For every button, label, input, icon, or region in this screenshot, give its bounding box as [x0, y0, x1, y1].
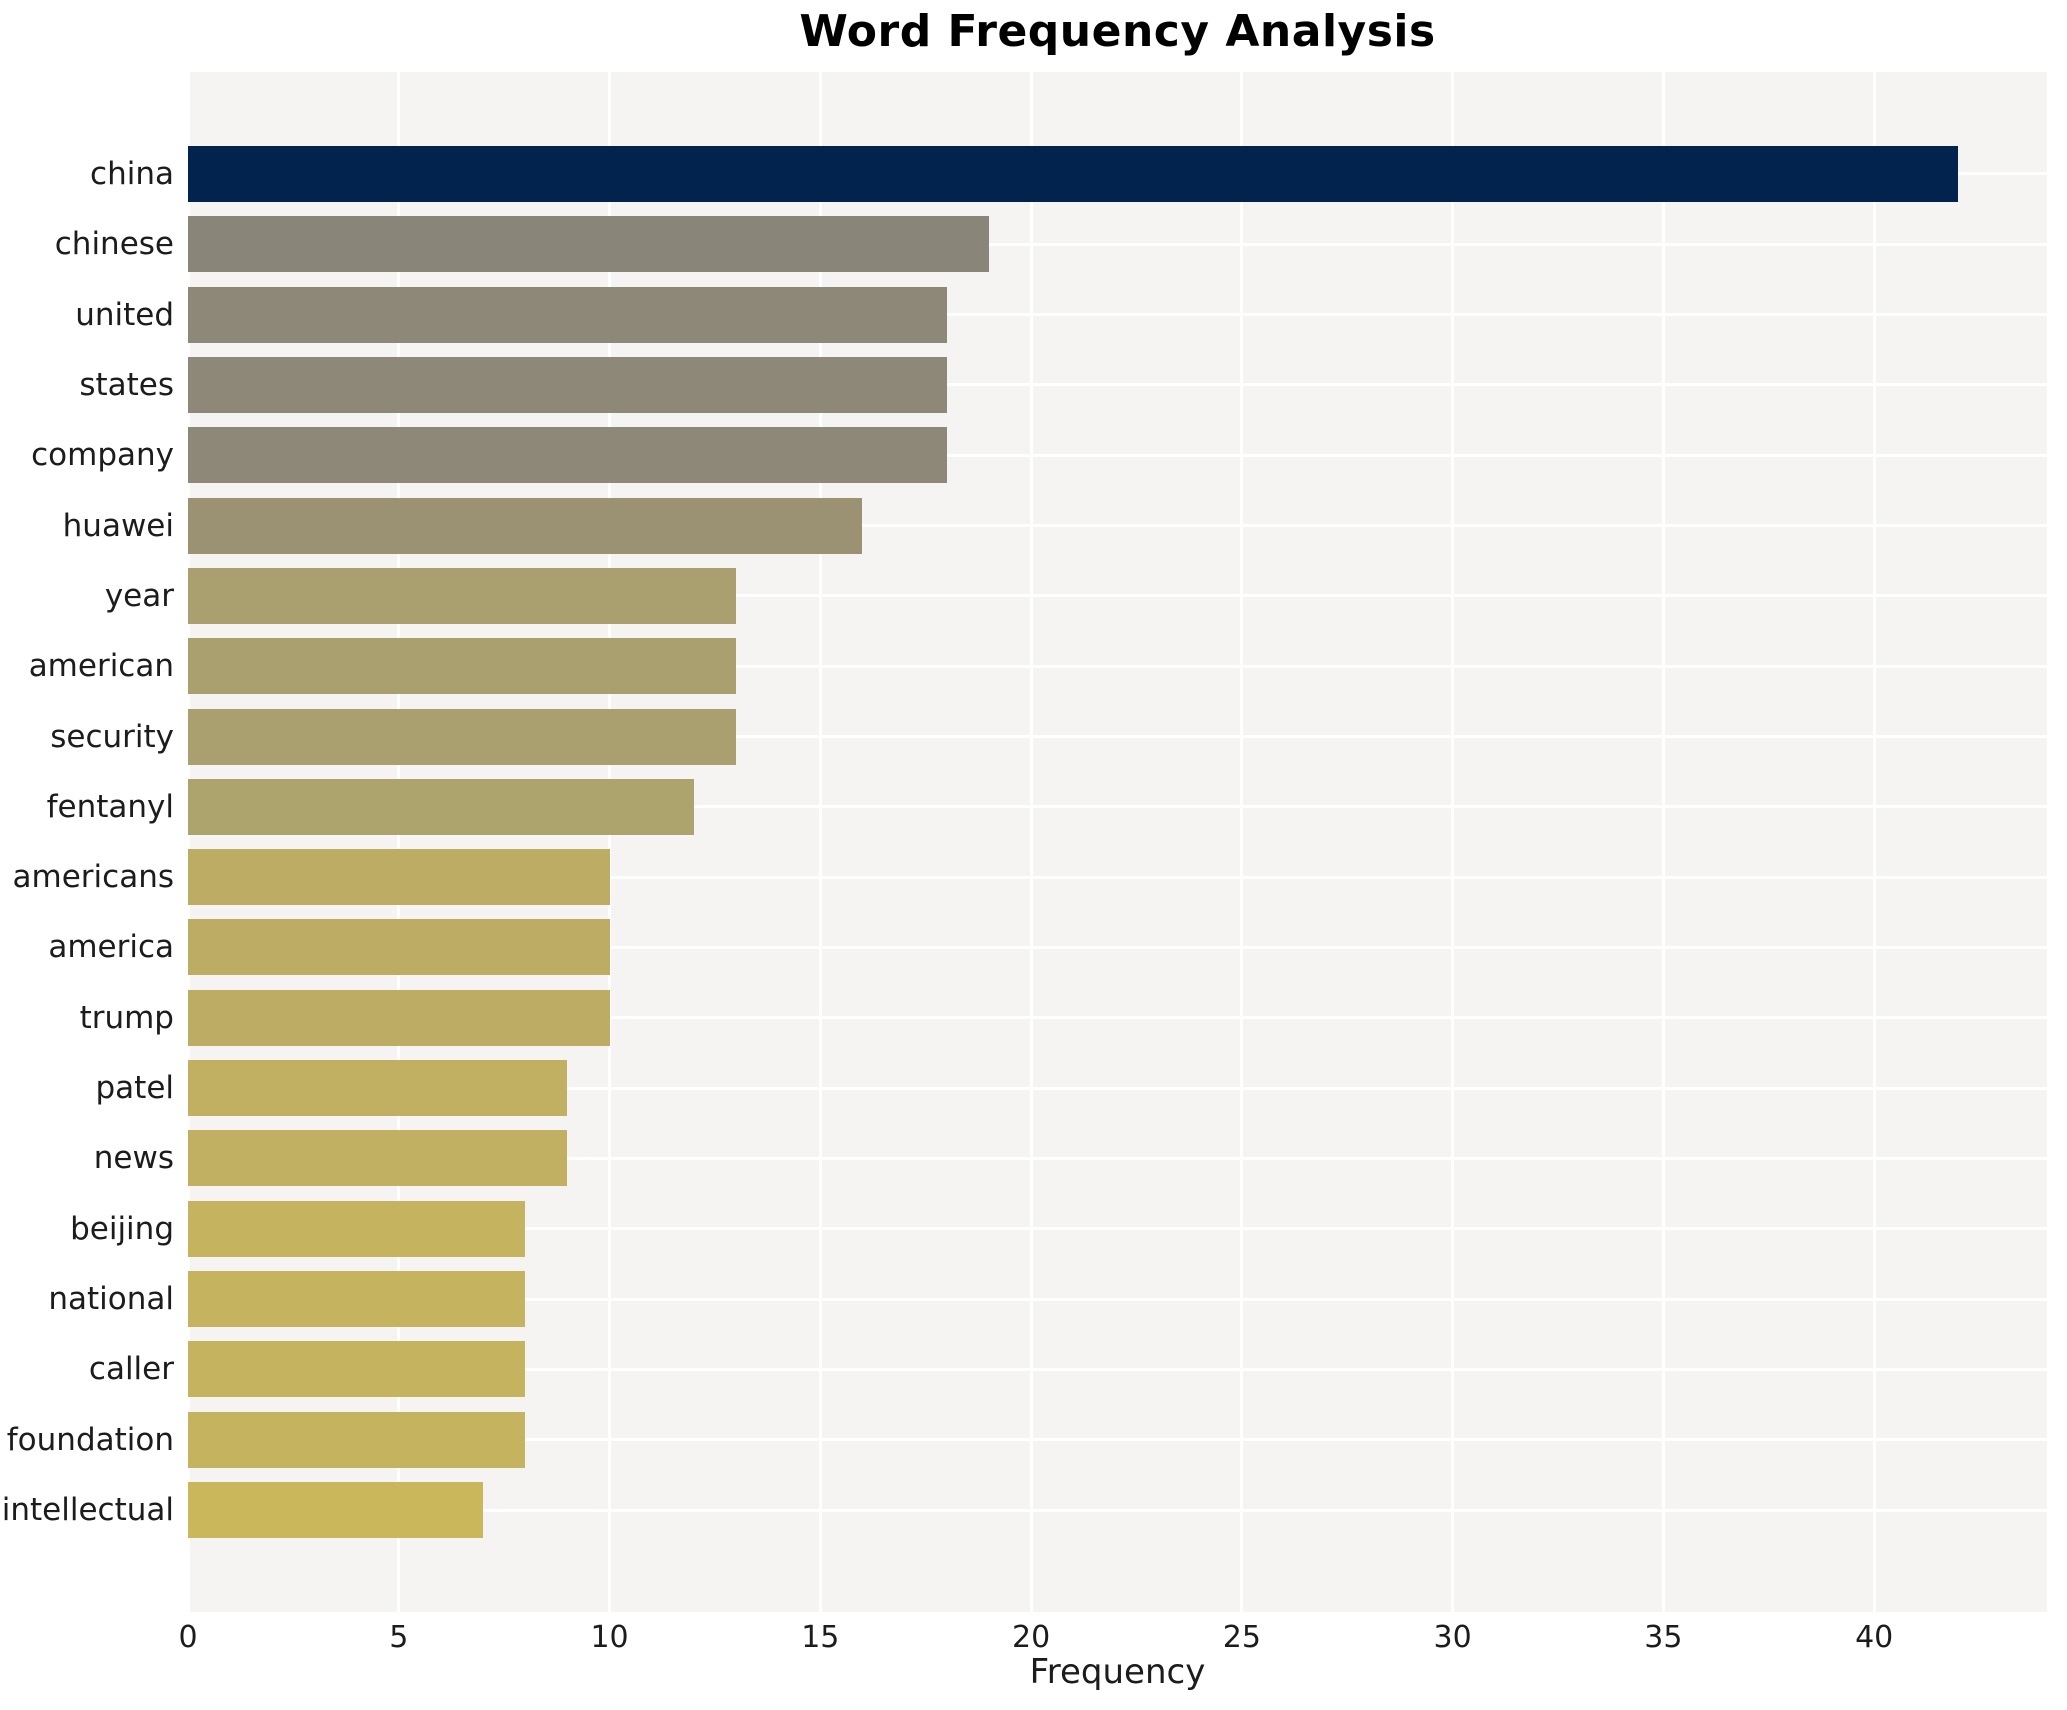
x-gridline	[818, 72, 822, 1612]
bar	[188, 497, 863, 554]
bar	[188, 1341, 526, 1398]
category-label: national	[48, 1281, 174, 1318]
category-label: security	[50, 718, 174, 755]
x-tick-label: 0	[178, 1620, 198, 1655]
category-label: caller	[88, 1351, 174, 1388]
x-gridline	[1451, 72, 1455, 1612]
y-gridline	[188, 1227, 2047, 1231]
bar	[188, 638, 736, 695]
y-gridline	[188, 805, 2047, 809]
bar	[188, 145, 1959, 202]
x-tick-label: 5	[389, 1620, 409, 1655]
category-label: intellectual	[1, 1492, 174, 1529]
category-label: americans	[12, 859, 174, 896]
x-gridline	[188, 72, 190, 1612]
category-label: states	[79, 366, 174, 403]
category-label: fentanyl	[46, 788, 174, 825]
bar	[188, 1482, 484, 1539]
category-label: huawei	[62, 507, 174, 544]
bar	[188, 1271, 526, 1328]
x-tick-label: 10	[590, 1620, 629, 1655]
category-label: trump	[79, 999, 174, 1036]
y-gridline	[188, 524, 2047, 528]
bar	[188, 216, 989, 273]
y-gridline	[188, 313, 2047, 317]
y-gridline	[188, 1016, 2047, 1020]
category-label: america	[48, 929, 174, 966]
y-gridline	[188, 1156, 2047, 1160]
y-gridline	[188, 242, 2047, 246]
category-label: news	[93, 1140, 174, 1177]
x-gridline	[1661, 72, 1665, 1612]
bar	[188, 356, 947, 413]
x-tick-label: 30	[1433, 1620, 1472, 1655]
category-label: american	[28, 648, 174, 685]
x-gridline	[1029, 72, 1033, 1612]
bar	[188, 989, 610, 1046]
category-label: company	[31, 437, 174, 474]
x-gridline	[397, 72, 401, 1612]
bar	[188, 427, 947, 484]
y-gridline	[188, 453, 2047, 457]
bar	[188, 286, 947, 343]
category-label: chinese	[54, 226, 174, 263]
bar	[188, 1060, 568, 1117]
category-label: china	[90, 155, 174, 192]
x-gridline	[608, 72, 612, 1612]
y-gridline	[188, 1367, 2047, 1371]
x-tick-label: 35	[1644, 1620, 1683, 1655]
y-gridline	[188, 664, 2047, 668]
bar	[188, 778, 694, 835]
bar	[188, 708, 736, 765]
plot-area	[188, 72, 2047, 1612]
x-gridline	[1240, 72, 1244, 1612]
category-label: patel	[95, 1070, 174, 1107]
category-label: united	[75, 296, 174, 333]
y-gridline	[188, 1086, 2047, 1090]
x-tick-label: 40	[1855, 1620, 1894, 1655]
x-tick-label: 20	[1011, 1620, 1051, 1655]
y-gridline	[188, 594, 2047, 598]
category-label: beijing	[70, 1210, 174, 1247]
y-gridline	[188, 1438, 2047, 1442]
chart-title: Word Frequency Analysis	[799, 6, 1436, 57]
x-gridline	[1872, 72, 1876, 1612]
category-label: foundation	[6, 1421, 174, 1458]
x-axis-label: Frequency	[1029, 1652, 1206, 1692]
y-gridline	[188, 1508, 2047, 1512]
y-gridline	[188, 945, 2047, 949]
bar	[188, 1200, 526, 1257]
y-gridline	[188, 735, 2047, 739]
y-gridline	[188, 875, 2047, 879]
y-gridline	[188, 1297, 2047, 1301]
bar	[188, 567, 736, 624]
bar	[188, 849, 610, 906]
bar	[188, 1130, 568, 1187]
x-tick-label: 25	[1222, 1620, 1261, 1655]
y-gridline	[188, 383, 2047, 387]
bar	[188, 1411, 526, 1468]
category-label: year	[104, 577, 174, 614]
bar	[188, 919, 610, 976]
x-tick-label: 15	[801, 1620, 840, 1655]
